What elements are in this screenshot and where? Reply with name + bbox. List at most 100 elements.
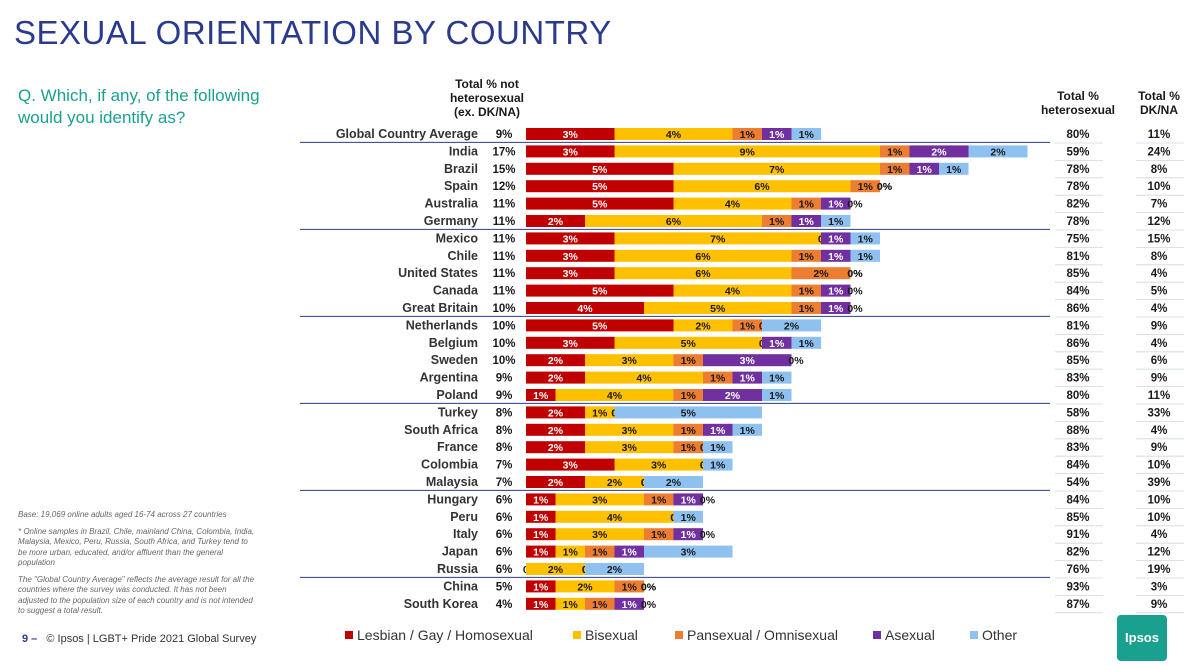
legend-label: Other xyxy=(982,627,1017,643)
bar-segment xyxy=(791,249,821,262)
segment-label: 1% xyxy=(740,373,756,385)
segment-label: 1% xyxy=(887,146,903,158)
total-hetero: 78% xyxy=(1066,164,1089,176)
bar-segment xyxy=(526,423,585,436)
bar-segment xyxy=(673,354,703,367)
bar-segment xyxy=(909,162,939,175)
segment-label: 2% xyxy=(607,477,623,489)
bar-segment xyxy=(614,249,792,262)
bar-segment xyxy=(585,215,762,227)
bar-segment xyxy=(703,423,733,436)
bar-segment xyxy=(821,232,851,245)
segment-label: 5% xyxy=(592,164,608,176)
country-label: Sweden xyxy=(431,353,478,367)
segment-label: 0% xyxy=(877,181,893,193)
segment-label: 1% xyxy=(740,320,756,332)
total-not-hetero: 10% xyxy=(492,355,515,367)
segment-label: 0% xyxy=(847,268,863,280)
bar-segment xyxy=(585,563,644,575)
total-dkna: 11% xyxy=(1148,129,1170,141)
total-hetero: 91% xyxy=(1066,529,1089,541)
bar-segment xyxy=(821,284,851,297)
footer: 9 – © Ipsos | LGBT+ Pride 2021 Global Su… xyxy=(22,633,256,645)
total-dkna: 9% xyxy=(1151,599,1168,611)
bar-segment xyxy=(791,336,821,349)
segment-label: 0% xyxy=(847,303,863,315)
bar-segment xyxy=(762,319,821,332)
segment-label: 1% xyxy=(533,494,549,506)
total-not-hetero: 11% xyxy=(493,251,515,263)
header-dkna-line: Total % xyxy=(1138,89,1180,103)
total-dkna: 33% xyxy=(1147,407,1170,419)
bar-segment xyxy=(526,441,585,454)
segment-label: 2% xyxy=(990,146,1006,158)
bar-segment xyxy=(939,162,969,175)
bar-segment xyxy=(526,371,585,384)
total-hetero: 88% xyxy=(1066,425,1089,437)
total-not-hetero: 6% xyxy=(496,547,513,559)
total-hetero: 85% xyxy=(1066,512,1089,524)
segment-label: 1% xyxy=(799,286,815,298)
bar-segment xyxy=(614,232,821,245)
bar-segment xyxy=(703,441,733,454)
segment-label: 3% xyxy=(622,425,638,437)
segment-label: 0% xyxy=(641,599,657,611)
segment-label: 1% xyxy=(563,599,579,611)
bar-segment xyxy=(644,476,703,488)
bar-segment xyxy=(732,128,762,140)
page-number: 9 – xyxy=(22,633,38,645)
total-hetero: 83% xyxy=(1066,373,1089,385)
bar-segment xyxy=(850,180,880,193)
total-dkna: 12% xyxy=(1147,547,1170,559)
legend-label: Asexual xyxy=(885,627,935,643)
header-not-hetero-line: (ex. DK/NA) xyxy=(454,105,520,119)
bar-segment xyxy=(880,162,910,175)
total-hetero: 86% xyxy=(1066,338,1089,350)
segment-label: 3% xyxy=(563,233,579,245)
header-dkna-line: DK/NA xyxy=(1140,103,1178,117)
bar-segment xyxy=(703,371,733,384)
total-not-hetero: 10% xyxy=(492,320,515,332)
total-dkna: 4% xyxy=(1151,338,1168,350)
bar-segment xyxy=(673,319,733,332)
bar-segment xyxy=(762,336,792,349)
total-dkna: 4% xyxy=(1151,529,1168,541)
bar-segment xyxy=(762,389,792,401)
country-label: Australia xyxy=(425,197,480,211)
segment-label: 5% xyxy=(592,286,608,298)
segment-label: 2% xyxy=(548,477,564,489)
total-hetero: 59% xyxy=(1066,146,1089,158)
bar-segment xyxy=(585,406,615,419)
segment-label: 1% xyxy=(828,233,844,245)
segment-label: 6% xyxy=(754,181,770,193)
bar-segment xyxy=(703,354,792,367)
segment-label: 2% xyxy=(577,581,593,593)
segment-label: 2% xyxy=(548,425,564,437)
bar-segment xyxy=(555,545,585,558)
header-not-hetero-line: heterosexual xyxy=(450,91,524,105)
segment-label: 1% xyxy=(592,599,608,611)
segment-label: 4% xyxy=(636,373,652,385)
bar-segment xyxy=(526,528,556,541)
bar-segment xyxy=(555,389,674,401)
segment-label: 1% xyxy=(681,529,697,541)
country-label: Great Britain xyxy=(402,301,478,315)
total-hetero: 93% xyxy=(1066,581,1089,593)
total-not-hetero: 9% xyxy=(496,373,513,385)
total-dkna: 12% xyxy=(1147,216,1170,228)
bar-segment xyxy=(821,302,851,314)
total-dkna: 9% xyxy=(1151,320,1168,332)
segment-label: 2% xyxy=(695,320,711,332)
total-hetero: 84% xyxy=(1066,286,1089,298)
bar-segment xyxy=(703,389,762,401)
total-dkna: 9% xyxy=(1151,373,1168,385)
total-hetero: 82% xyxy=(1066,547,1089,559)
segment-label: 1% xyxy=(651,494,667,506)
segment-label: 2% xyxy=(548,355,564,367)
segment-label: 2% xyxy=(548,407,564,419)
bar-segment xyxy=(644,302,792,314)
segment-label: 1% xyxy=(533,529,549,541)
segment-label: 1% xyxy=(710,460,726,472)
country-label: Canada xyxy=(433,284,479,298)
legend-swatch xyxy=(675,631,683,639)
